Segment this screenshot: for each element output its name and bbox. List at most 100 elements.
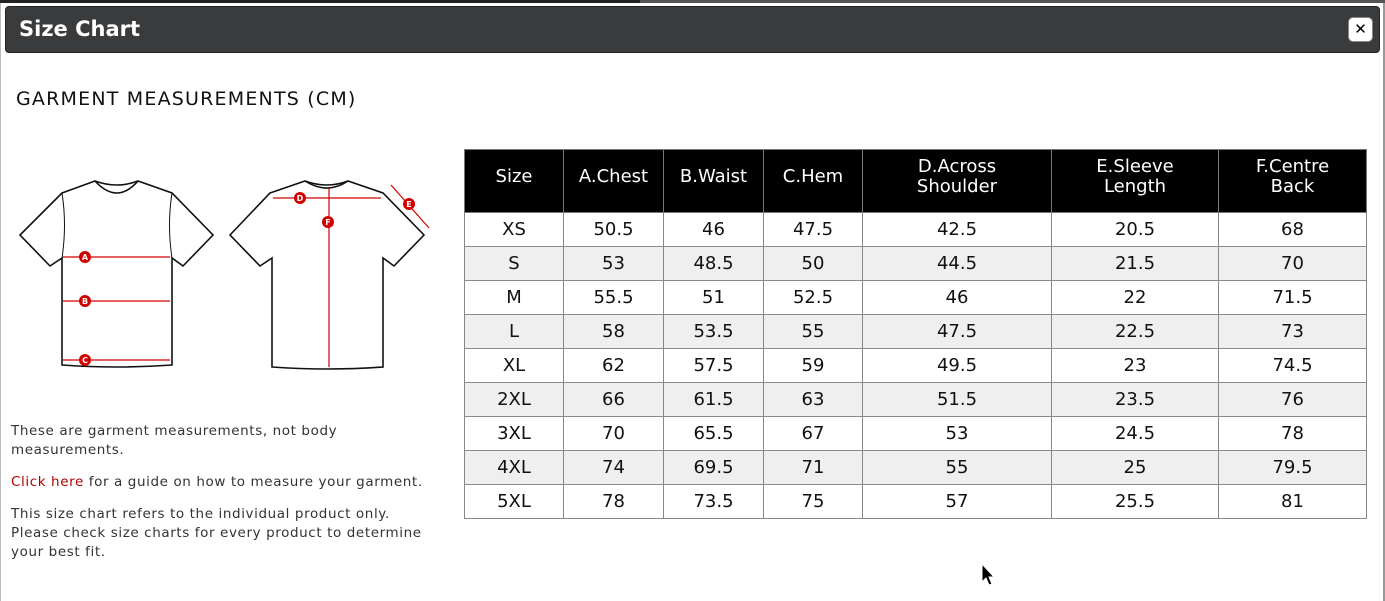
close-icon: ✕ <box>1354 20 1367 38</box>
top-border <box>0 0 1385 3</box>
marker-f: F <box>325 218 330 227</box>
table-cell: 25.5 <box>1051 484 1219 519</box>
table-cell: 76 <box>1218 382 1367 417</box>
table-cell: 3XL <box>464 416 564 451</box>
col-centre-back: F.Centre Back <box>1218 149 1367 213</box>
table-cell: 48.5 <box>663 246 764 281</box>
back-tshirt <box>228 180 426 370</box>
table-cell: XL <box>464 348 564 383</box>
table-cell: 57.5 <box>663 348 764 383</box>
table-cell: 75 <box>763 484 863 519</box>
table-cell: 51 <box>663 280 764 315</box>
table-cell: 62 <box>563 348 664 383</box>
table-cell: 57 <box>862 484 1052 519</box>
table-cell: 79.5 <box>1218 450 1367 485</box>
table-cell: 74 <box>563 450 664 485</box>
table-row: L 58 53.5 55 47.5 22.5 73 <box>464 314 1367 349</box>
dialog-header: Size Chart ✕ <box>5 6 1380 53</box>
table-cell: 22 <box>1051 280 1219 315</box>
table-cell: 59 <box>763 348 863 383</box>
table-cell: 65.5 <box>663 416 764 451</box>
table-cell: XS <box>464 212 564 247</box>
notes: These are garment measurements, not body… <box>11 422 441 575</box>
table-cell: 44.5 <box>862 246 1052 281</box>
table-cell: 69.5 <box>663 450 764 485</box>
table-cell: 52.5 <box>763 280 863 315</box>
table-row: XL 62 57.5 59 49.5 23 74.5 <box>464 348 1367 383</box>
col-waist: B.Waist <box>663 149 764 213</box>
col-hem: C.Hem <box>763 149 863 213</box>
table-cell: 24.5 <box>1051 416 1219 451</box>
table-cell: 42.5 <box>862 212 1052 247</box>
table-row: 3XL 70 65.5 67 53 24.5 78 <box>464 416 1367 451</box>
table-cell: L <box>464 314 564 349</box>
table-cell: 66 <box>563 382 664 417</box>
col-chest: A.Chest <box>563 149 664 213</box>
table-cell: 67 <box>763 416 863 451</box>
table-row: M 55.5 51 52.5 46 22 71.5 <box>464 280 1367 315</box>
marker-b: B <box>82 297 88 306</box>
table-cell: 22.5 <box>1051 314 1219 349</box>
table-cell: 55 <box>862 450 1052 485</box>
table-cell: 81 <box>1218 484 1367 519</box>
dialog-frame <box>0 3 1385 601</box>
table-cell: 71 <box>763 450 863 485</box>
measure-guide-link[interactable]: Click here <box>11 474 84 490</box>
table-cell: 5XL <box>464 484 564 519</box>
marker-a: A <box>82 253 89 262</box>
table-cell: 78 <box>563 484 664 519</box>
table-cell: 78 <box>1218 416 1367 451</box>
table-row: XS 50.5 46 47.5 42.5 20.5 68 <box>464 212 1367 247</box>
close-button[interactable]: ✕ <box>1348 17 1373 42</box>
table-cell: 53.5 <box>663 314 764 349</box>
table-cell: 47.5 <box>763 212 863 247</box>
table-cell: 46 <box>862 280 1052 315</box>
note-guide: Click here for a guide on how to measure… <box>11 473 441 492</box>
table-row: S 53 48.5 50 44.5 21.5 70 <box>464 246 1367 281</box>
table-cell: M <box>464 280 564 315</box>
table-cell: 23 <box>1051 348 1219 383</box>
table-cell: 50.5 <box>563 212 664 247</box>
table-row: 5XL 78 73.5 75 57 25.5 81 <box>464 484 1367 519</box>
mouse-cursor <box>981 563 996 586</box>
col-size: Size <box>464 149 564 213</box>
table-cell: 20.5 <box>1051 212 1219 247</box>
tshirt-diagram: A B C D F E <box>18 180 430 370</box>
table-cell: 2XL <box>464 382 564 417</box>
marker-d: D <box>297 194 304 203</box>
table-cell: 4XL <box>464 450 564 485</box>
table-cell: 73.5 <box>663 484 764 519</box>
table-cell: 73 <box>1218 314 1367 349</box>
table-row: 4XL 74 69.5 71 55 25 79.5 <box>464 450 1367 485</box>
table-row: 2XL 66 61.5 63 51.5 23.5 76 <box>464 382 1367 417</box>
table-cell: 70 <box>1218 246 1367 281</box>
table-cell: 61.5 <box>663 382 764 417</box>
table-cell: 47.5 <box>862 314 1052 349</box>
table-cell: 74.5 <box>1218 348 1367 383</box>
top-border-dark <box>0 0 640 3</box>
section-heading: GARMENT MEASUREMENTS (CM) <box>16 88 357 110</box>
table-cell: 63 <box>763 382 863 417</box>
note-guide-text: for a guide on how to measure your garme… <box>83 474 423 490</box>
table-cell: 53 <box>862 416 1052 451</box>
table-header-row: Size A.Chest B.Waist C.Hem D.Across Shou… <box>464 149 1367 213</box>
table-cell: S <box>464 246 564 281</box>
col-sleeve: E.Sleeve Length <box>1051 149 1219 213</box>
marker-c: C <box>82 356 88 365</box>
table-cell: 58 <box>563 314 664 349</box>
table-cell: 51.5 <box>862 382 1052 417</box>
size-table: Size A.Chest B.Waist C.Hem D.Across Shou… <box>464 149 1367 519</box>
front-tshirt <box>18 180 215 368</box>
marker-e: E <box>406 200 411 209</box>
table-cell: 23.5 <box>1051 382 1219 417</box>
note-product: This size chart refers to the individual… <box>11 506 422 560</box>
table-cell: 50 <box>763 246 863 281</box>
dialog-title: Size Chart <box>19 17 141 41</box>
table-cell: 25 <box>1051 450 1219 485</box>
table-cell: 49.5 <box>862 348 1052 383</box>
table-cell: 55.5 <box>563 280 664 315</box>
note-garment: These are garment measurements, not body… <box>11 423 338 458</box>
table-cell: 55 <box>763 314 863 349</box>
table-cell: 68 <box>1218 212 1367 247</box>
table-cell: 53 <box>563 246 664 281</box>
